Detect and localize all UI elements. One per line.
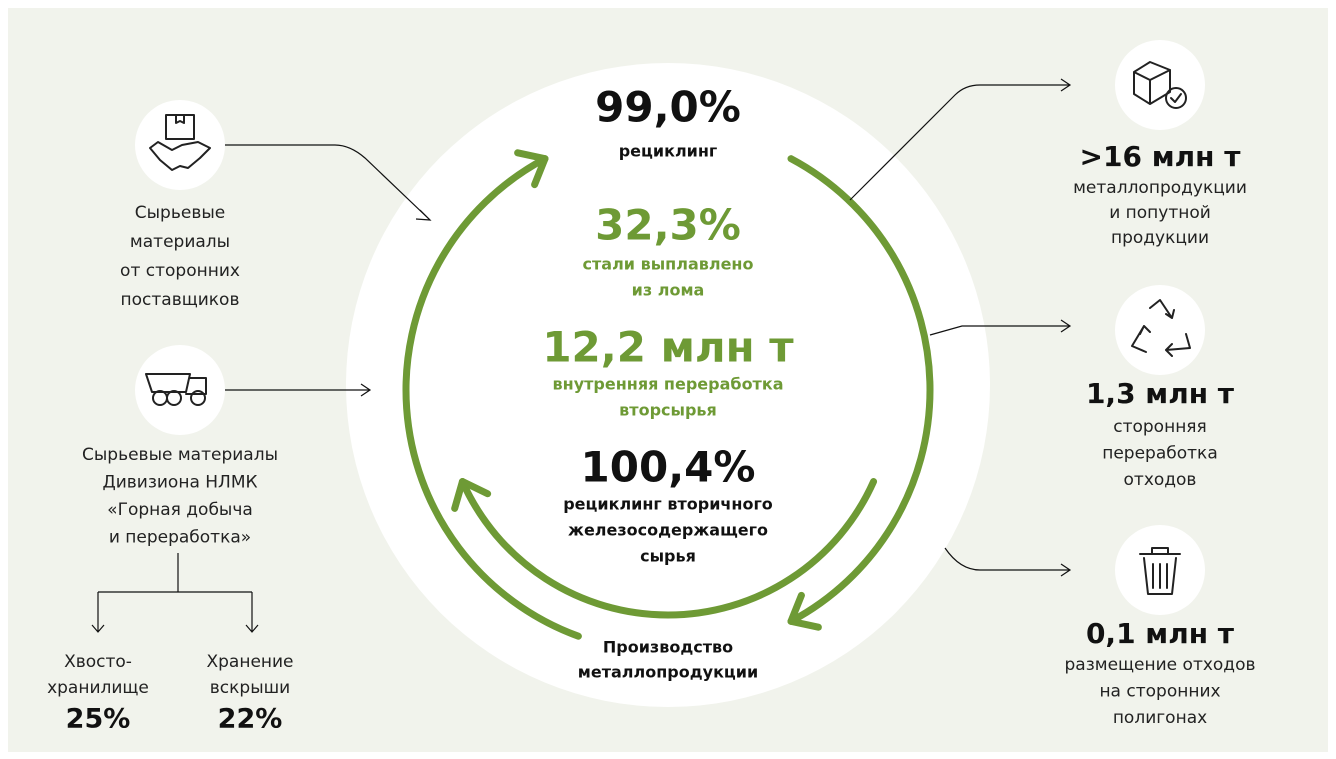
cycle-arrows (402, 149, 934, 640)
output-label: металлопродукции (1073, 178, 1247, 198)
input-label: Сырьевые материалы (82, 445, 278, 465)
cycle-arc (402, 155, 582, 640)
input-label: Сырьевые (135, 203, 225, 223)
icon-recycle (1115, 285, 1205, 375)
center-value: 99,0% (595, 83, 741, 132)
storage-label: Хранение (206, 652, 293, 672)
center-value: 12,2 млн т (542, 323, 794, 372)
storage-label: Хвосто- (64, 652, 132, 672)
center-label: рециклинг вторичного (563, 495, 773, 514)
cycle-arrowhead (787, 591, 822, 631)
input-label: от сторонних (120, 261, 240, 281)
output-label: сторонняя (1113, 417, 1207, 437)
output-label: размещение отходов (1065, 655, 1256, 675)
output-label: на сторонних (1099, 682, 1220, 702)
center-value: 32,3% (595, 201, 741, 250)
center-label: рециклинг (619, 142, 718, 161)
output-label: и попутной (1109, 203, 1211, 223)
connector (849, 78, 1072, 201)
cycle-arrowhead (451, 478, 492, 512)
input-label: «Горная добыча (107, 500, 253, 520)
center-label: сырья (640, 547, 696, 566)
cycle-arc (787, 155, 934, 625)
storage-label: хранилище (47, 678, 149, 698)
icon-truck (135, 345, 225, 435)
cycle-arc (458, 478, 878, 619)
center-label: внутренняя переработка (553, 375, 784, 394)
input-label: Дивизиона НЛМК (102, 473, 257, 493)
connector (944, 547, 1072, 577)
icon-box (1115, 40, 1205, 130)
output-label: полигонах (1113, 708, 1207, 728)
connector (225, 383, 372, 397)
center-label: из лома (632, 281, 705, 300)
production-label: металлопродукции (578, 663, 758, 682)
output-value: 1,3 млн т (1086, 377, 1235, 410)
cycle-arrowhead (514, 149, 549, 189)
icon-supplier (135, 100, 225, 190)
tree-connector (91, 553, 259, 633)
output-value: >16 млн т (1080, 140, 1242, 173)
connector (215, 144, 431, 221)
center-label: вторсырья (619, 401, 717, 420)
input-label: и переработка» (109, 528, 251, 548)
input-label: материалы (130, 232, 230, 252)
production-label: Производство (603, 638, 733, 657)
storage-value: 25% (66, 704, 131, 735)
arrowhead (415, 209, 432, 221)
storage-value: 22% (218, 704, 283, 735)
storage-label: вскрыши (210, 678, 290, 698)
connector (929, 319, 1072, 336)
output-label: отходов (1124, 470, 1197, 490)
output-label: переработка (1102, 444, 1218, 464)
center-label: стали выплавлено (583, 255, 754, 274)
icon-trash (1115, 525, 1205, 615)
output-label: продукции (1111, 228, 1209, 248)
center-value: 100,4% (581, 443, 756, 492)
output-value: 0,1 млн т (1086, 617, 1235, 650)
center-label: железосодержащего (568, 521, 768, 540)
input-label: поставщиков (121, 290, 240, 310)
